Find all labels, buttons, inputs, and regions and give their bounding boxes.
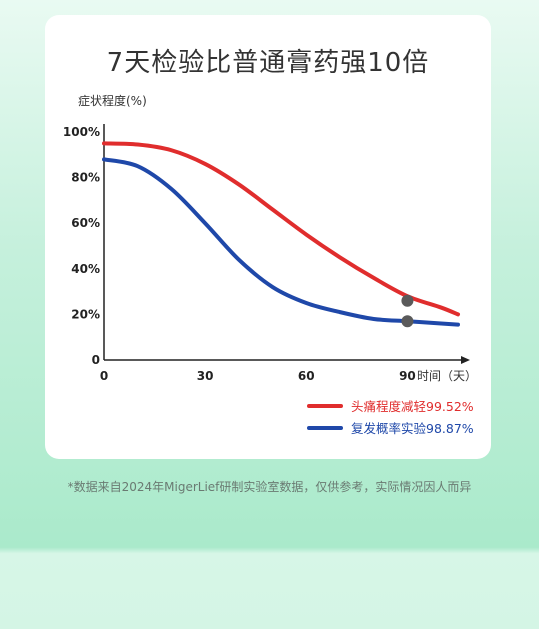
y-tick-label: 40% bbox=[71, 262, 100, 276]
x-axis-label: 时间（天） bbox=[417, 369, 477, 383]
chart-card: 7天检验比普通膏药强10倍 症状程度(%) 0 20% 40% 60% 80% 100% 0… bbox=[45, 15, 491, 459]
y-tick-label: 100% bbox=[63, 125, 100, 139]
y-tick-label: 80% bbox=[71, 171, 100, 185]
legend-label-headache: 头痛程度减轻99.52% bbox=[351, 399, 474, 414]
footnote: *数据来自2024年MigerLief研制实验室数据，仅供参考，实际情况因人而异 bbox=[67, 480, 472, 494]
marker-recurrence bbox=[401, 315, 414, 328]
x-tick-label: 90 bbox=[399, 369, 416, 383]
legend-label-recurrence: 复发概率实验98.87% bbox=[351, 421, 474, 436]
legend-item-headache: 头痛程度减轻99.52% bbox=[307, 396, 474, 415]
y-tick-label: 60% bbox=[71, 216, 100, 230]
x-tick-label: 60 bbox=[298, 369, 315, 383]
legend-swatch-red bbox=[307, 403, 343, 408]
legend-swatch-blue bbox=[307, 425, 343, 430]
x-tick-label: 0 bbox=[100, 369, 108, 383]
line-chart: 0 20% 40% 60% 80% 100% 0 30 60 90 时间（天） bbox=[63, 124, 477, 383]
x-axis-arrow bbox=[461, 356, 470, 364]
y-axis-label: 症状程度(%) bbox=[78, 94, 147, 108]
x-tick-label: 30 bbox=[197, 369, 214, 383]
legend-item-recurrence: 复发概率实验98.87% bbox=[307, 418, 474, 437]
marker-headache bbox=[401, 294, 414, 307]
chart-title: 7天检验比普通膏药强10倍 bbox=[106, 48, 430, 78]
y-tick-label: 0 bbox=[92, 353, 100, 367]
series-line-headache bbox=[102, 141, 460, 317]
y-tick-label: 20% bbox=[71, 307, 100, 321]
